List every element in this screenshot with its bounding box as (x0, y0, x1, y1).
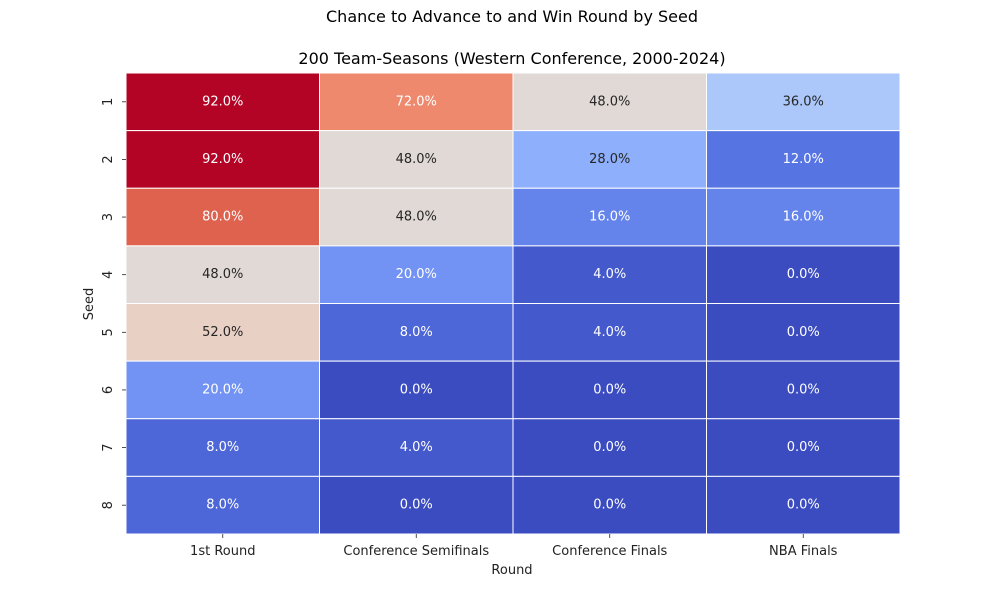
heatmap-cell (319, 245, 514, 304)
heatmap-cell (512, 72, 707, 132)
cell-value-label: 0.0% (787, 267, 820, 282)
heatmap-cell (125, 303, 320, 362)
cell-value-label: 12.0% (783, 152, 824, 167)
heatmap-cell (125, 72, 320, 132)
x-tick-label: Conference Finals (552, 544, 667, 559)
y-tick-label: 8 (101, 501, 116, 509)
cell-value-label: 52.0% (202, 325, 243, 340)
heatmap-cell (125, 475, 320, 535)
y-tick-label: 5 (101, 328, 116, 336)
heatmap-cell (319, 187, 514, 247)
cell-value-label: 0.0% (593, 382, 626, 397)
cell-value-label: 0.0% (400, 382, 433, 397)
y-tick-label: 6 (101, 386, 116, 394)
cell-value-label: 92.0% (202, 152, 243, 167)
cell-value-label: 48.0% (202, 267, 243, 282)
heatmap-cell (125, 130, 320, 189)
cell-value-label: 72.0% (396, 94, 437, 109)
x-tick-label: Conference Semifinals (343, 544, 489, 559)
heatmap-cell (512, 475, 707, 535)
cell-value-label: 80.0% (202, 210, 243, 225)
cell-value-label: 0.0% (593, 440, 626, 455)
heatmap-cell (319, 72, 514, 132)
y-tick-label: 1 (101, 98, 116, 106)
cell-value-label: 0.0% (400, 498, 433, 513)
cell-value-label: 0.0% (593, 498, 626, 513)
y-axis-ticks: 1 2 3 4 5 6 7 8 (101, 98, 126, 509)
heatmap-cell (706, 245, 901, 304)
chart-subtitle: 200 Team-Seasons (Western Conference, 20… (298, 49, 725, 68)
cell-value-label: 28.0% (589, 152, 630, 167)
heatmap-cells: 92.0% 72.0% 48.0% 36.0% 92.0% 48.0% 28.0% 12.0%… (125, 72, 901, 535)
cell-value-label: 0.0% (787, 498, 820, 513)
heatmap-cell (706, 72, 901, 132)
heatmap-cell (512, 303, 707, 362)
heatmap-cell (125, 418, 320, 477)
y-tick-label: 3 (101, 213, 116, 221)
heatmap-cell (319, 130, 514, 189)
cell-value-label: 8.0% (206, 440, 239, 455)
heatmap-cell (512, 245, 707, 304)
heatmap-cell (125, 360, 320, 420)
heatmap-cell (706, 130, 901, 189)
y-tick-label: 2 (101, 155, 116, 163)
x-axis-label: Round (491, 563, 532, 578)
cell-value-label: 48.0% (396, 152, 437, 167)
cell-value-label: 0.0% (787, 325, 820, 340)
cell-value-label: 92.0% (202, 94, 243, 109)
cell-value-label: 16.0% (589, 210, 630, 225)
heatmap-cell (706, 360, 901, 420)
cell-value-label: 48.0% (589, 94, 630, 109)
cell-value-label: 0.0% (787, 440, 820, 455)
heatmap-cell (512, 360, 707, 420)
heatmap-cell (125, 245, 320, 304)
cell-value-label: 4.0% (593, 325, 626, 340)
cell-value-label: 8.0% (400, 325, 433, 340)
y-axis-label: Seed (82, 288, 97, 321)
x-axis-ticks: 1st Round Conference Semifinals Conference… (190, 534, 838, 559)
chart-title: Chance to Advance to and Win Round by Se… (326, 7, 698, 26)
cell-value-label: 4.0% (400, 440, 433, 455)
cell-value-label: 0.0% (787, 382, 820, 397)
heatmap-cell (512, 418, 707, 477)
heatmap-cell (706, 303, 901, 362)
heatmap-cell (319, 360, 514, 420)
cell-value-label: 8.0% (206, 498, 239, 513)
heatmap-cell (706, 418, 901, 477)
heatmap-cell (319, 303, 514, 362)
cell-value-label: 20.0% (396, 267, 437, 282)
cell-value-label: 4.0% (593, 267, 626, 282)
heatmap-cell (706, 187, 901, 247)
cell-value-label: 20.0% (202, 382, 243, 397)
x-tick-label: NBA Finals (769, 544, 838, 559)
y-tick-label: 4 (101, 271, 116, 279)
cell-value-label: 48.0% (396, 210, 437, 225)
x-tick-label: 1st Round (190, 544, 255, 559)
cell-value-label: 16.0% (783, 210, 824, 225)
y-tick-label: 7 (101, 443, 116, 451)
cell-value-label: 36.0% (783, 94, 824, 109)
